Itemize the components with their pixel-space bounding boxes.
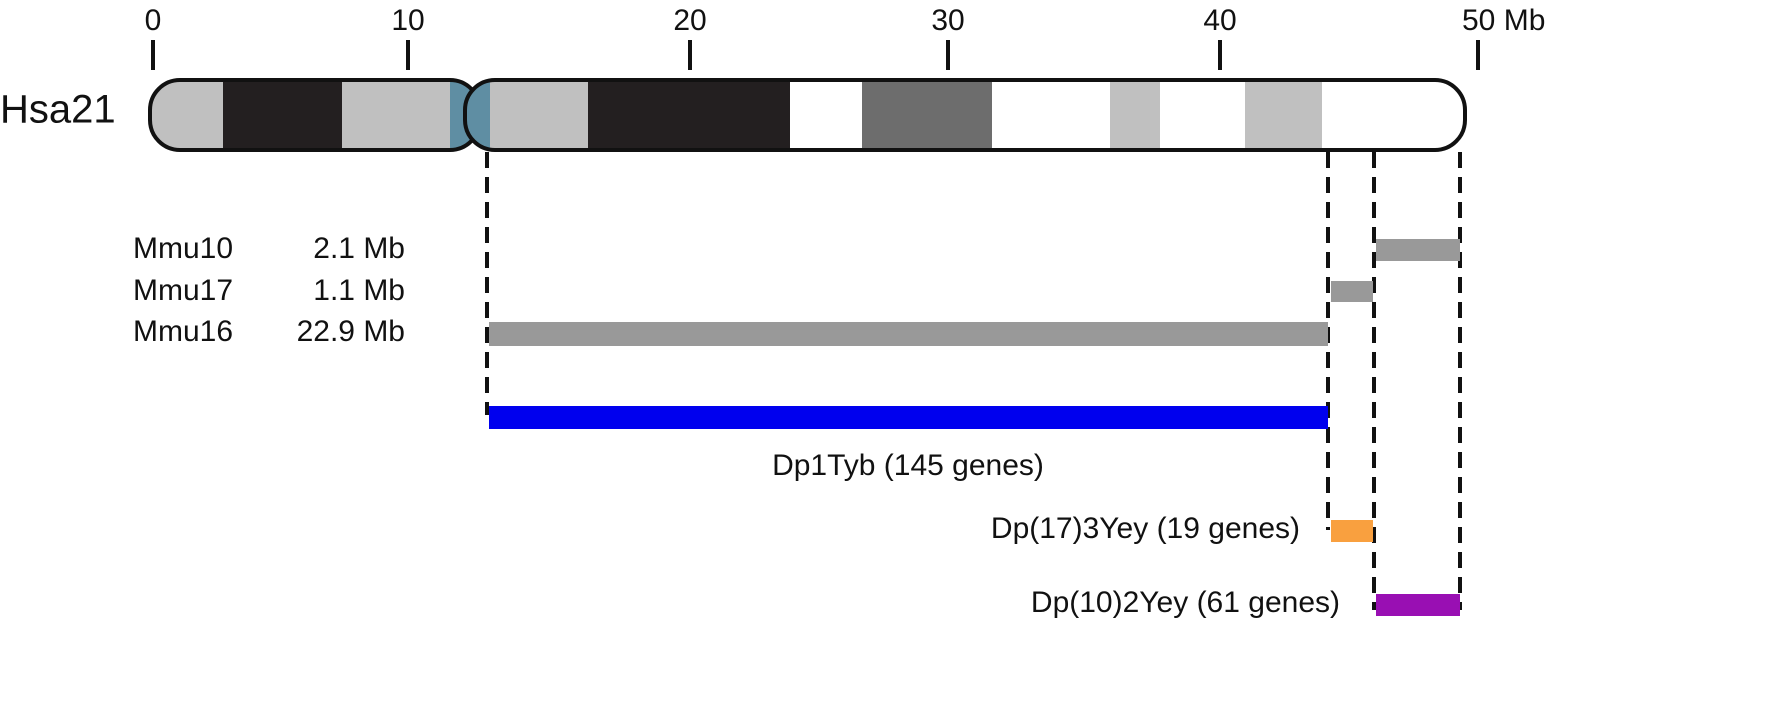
tick-label: 10 xyxy=(391,4,424,37)
tick-label: 20 xyxy=(673,4,706,37)
region-bar xyxy=(1376,239,1460,261)
region-size: 1.1 Mb xyxy=(313,274,405,307)
chromosome-q-arm xyxy=(465,80,1465,150)
region-bar xyxy=(489,322,1328,346)
scale: 0 10 20 30 40 50 Mb xyxy=(145,4,1545,70)
tick-label: 0 xyxy=(145,4,162,37)
duplication-bar xyxy=(1376,594,1460,616)
region-name: Mmu17 xyxy=(133,274,233,307)
tick-label: 50 Mb xyxy=(1462,4,1545,37)
tick-label: 30 xyxy=(931,4,964,37)
tick-label: 40 xyxy=(1203,4,1236,37)
chromosome-p-arm xyxy=(150,80,480,150)
duplication-bar xyxy=(489,406,1328,429)
duplication-label: Dp(17)3Yey (19 genes) xyxy=(991,512,1300,545)
chromosome-outline xyxy=(463,78,1467,152)
region-bar xyxy=(1331,281,1373,302)
region-size: 2.1 Mb xyxy=(313,232,405,265)
region-name: Mmu10 xyxy=(133,232,233,265)
duplication-label: Dp(10)2Yey (61 genes) xyxy=(1031,586,1340,619)
region-name: Mmu16 xyxy=(133,315,233,348)
duplication-bar xyxy=(1331,520,1373,542)
duplication-label: Dp1Tyb (145 genes) xyxy=(772,449,1044,482)
chromosome-label: Hsa21 xyxy=(0,88,116,132)
region-size: 22.9 Mb xyxy=(297,315,405,348)
